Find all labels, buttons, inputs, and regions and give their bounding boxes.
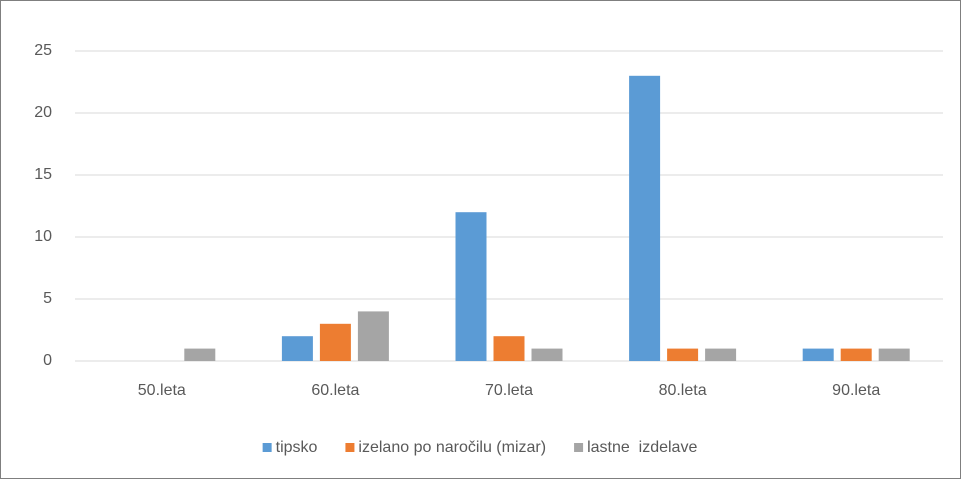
- bar: [281, 336, 313, 361]
- bar: [455, 212, 487, 361]
- y-tick-label: 10: [34, 228, 52, 245]
- bar: [531, 348, 563, 361]
- y-tick-label: 0: [43, 352, 52, 369]
- bar: [802, 348, 834, 361]
- y-tick-label: 15: [34, 166, 52, 183]
- legend-label: lastne izdelave: [587, 439, 697, 456]
- y-tick-label: 5: [43, 290, 52, 307]
- legend-swatch: [262, 443, 272, 452]
- x-tick-label: 80.leta: [659, 382, 707, 399]
- bar: [493, 336, 525, 361]
- bar: [705, 348, 737, 361]
- legend-label: izelano po naročilu (mizar): [358, 439, 546, 456]
- x-tick-label: 90.leta: [832, 382, 880, 399]
- bar: [319, 323, 351, 361]
- bar: [840, 348, 872, 361]
- bar: [878, 348, 910, 361]
- bar: [629, 75, 661, 362]
- bar: [667, 348, 699, 361]
- bar: [184, 348, 216, 361]
- legend-label: tipsko: [276, 439, 318, 456]
- x-tick-label: 70.leta: [485, 382, 533, 399]
- legend-swatch: [345, 443, 355, 452]
- bar: [357, 311, 389, 361]
- x-tick-label: 60.leta: [311, 382, 359, 399]
- legend-swatch: [574, 443, 584, 452]
- x-tick-label: 50.leta: [138, 382, 186, 399]
- y-tick-label: 25: [34, 42, 52, 59]
- y-tick-label: 20: [34, 104, 52, 121]
